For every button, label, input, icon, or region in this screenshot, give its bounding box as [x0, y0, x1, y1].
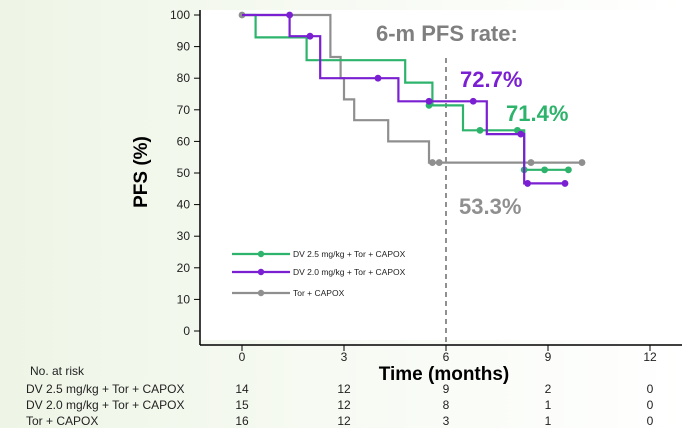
risk-count: 0: [647, 398, 654, 412]
censor-mark-1: [476, 126, 484, 134]
censor-mark-2: [425, 97, 433, 105]
censor-mark-2: [306, 32, 314, 40]
censor-mark-3: [527, 159, 535, 166]
curves: [238, 11, 586, 187]
x-tick-label: 3: [341, 350, 348, 364]
legend-marker-2: [257, 268, 265, 276]
y-axis-title: PFS (%): [131, 136, 152, 208]
risk-row-label: Tor + CAPOX: [26, 414, 98, 428]
risk-count: 12: [337, 414, 351, 428]
censor-mark-2: [524, 180, 531, 187]
y-tick-label: 0: [183, 324, 190, 338]
censor-mark-2: [469, 97, 477, 105]
risk-count: 0: [647, 382, 654, 396]
risk-count: 8: [443, 398, 450, 412]
y-tick-label: 100: [170, 8, 190, 22]
risk-row-label: DV 2.0 mg/kg + Tor + CAPOX: [26, 398, 185, 412]
risk-count: 16: [235, 414, 249, 428]
legend-marker-1: [257, 250, 265, 258]
risk-table: No. at risk DV 2.5 mg/kg + Tor + CAPOX 14 1…: [26, 364, 654, 428]
risk-count: 2: [545, 382, 552, 396]
km-curve-1: [242, 13, 569, 171]
y-tick-label: 50: [177, 166, 191, 180]
y-tick-label: 90: [177, 40, 191, 54]
annotations: 6-m PFS rate: 72.7% 71.4% 53.3%: [376, 21, 568, 219]
x-tick-label: 6: [443, 350, 450, 364]
risk-count: 0: [647, 414, 654, 428]
risk-count: 9: [443, 382, 450, 396]
x-tick-label: 9: [545, 350, 552, 364]
legend-label-3: Tor + CAPOX: [293, 288, 345, 298]
risk-table-title: No. at risk: [30, 364, 85, 378]
censor-mark-2: [374, 74, 382, 82]
legend-marker-3: [257, 289, 265, 297]
x-axis-title: Time (months): [379, 364, 510, 385]
censor-mark-3: [429, 159, 436, 166]
legend-label-2: DV 2.0 mg/kg + Tor + CAPOX: [293, 267, 406, 277]
km-curve-3: [242, 13, 582, 164]
legend: DV 2.5 mg/kg + Tor + CAPOX DV 2.0 mg/kg +…: [232, 249, 406, 298]
y-tick-label: 80: [177, 71, 191, 85]
axes: 0 10 20 30 40 50 60 70 80 90 100 0 3 6 9 12 Time (months…: [131, 8, 682, 385]
y-tick-label: 30: [177, 229, 191, 243]
y-tick-label: 60: [177, 134, 191, 148]
y-tick-label: 20: [177, 261, 191, 275]
censor-mark-3: [578, 159, 586, 166]
plot-area: [200, 10, 682, 340]
rate-label-2: 72.7%: [460, 67, 522, 92]
rate-label-3: 53.3%: [459, 194, 521, 219]
censor-mark-2: [561, 180, 569, 187]
censor-mark-1: [565, 166, 572, 174]
risk-count: 14: [235, 382, 249, 396]
rate-label-1: 71.4%: [506, 101, 568, 126]
censor-mark-2: [517, 130, 525, 138]
risk-count: 12: [337, 398, 351, 412]
y-tick-label: 70: [177, 103, 191, 117]
censor-mark-1: [541, 166, 548, 174]
risk-count: 12: [337, 382, 351, 396]
km-curve-2: [242, 13, 565, 185]
risk-count: 15: [235, 398, 249, 412]
y-tick-label: 40: [177, 198, 191, 212]
risk-count: 1: [545, 414, 552, 428]
risk-count: 3: [443, 414, 450, 428]
censor-mark-2: [286, 11, 293, 19]
annotation-title: 6-m PFS rate:: [376, 21, 518, 46]
risk-row-label: DV 2.5 mg/kg + Tor + CAPOX: [26, 382, 185, 396]
legend-label-1: DV 2.5 mg/kg + Tor + CAPOX: [293, 249, 406, 259]
y-tick-label: 10: [177, 292, 191, 306]
x-tick-label: 0: [239, 350, 246, 364]
censor-mark-3: [435, 159, 443, 166]
risk-count: 1: [545, 398, 552, 412]
x-tick-label: 12: [643, 350, 657, 364]
